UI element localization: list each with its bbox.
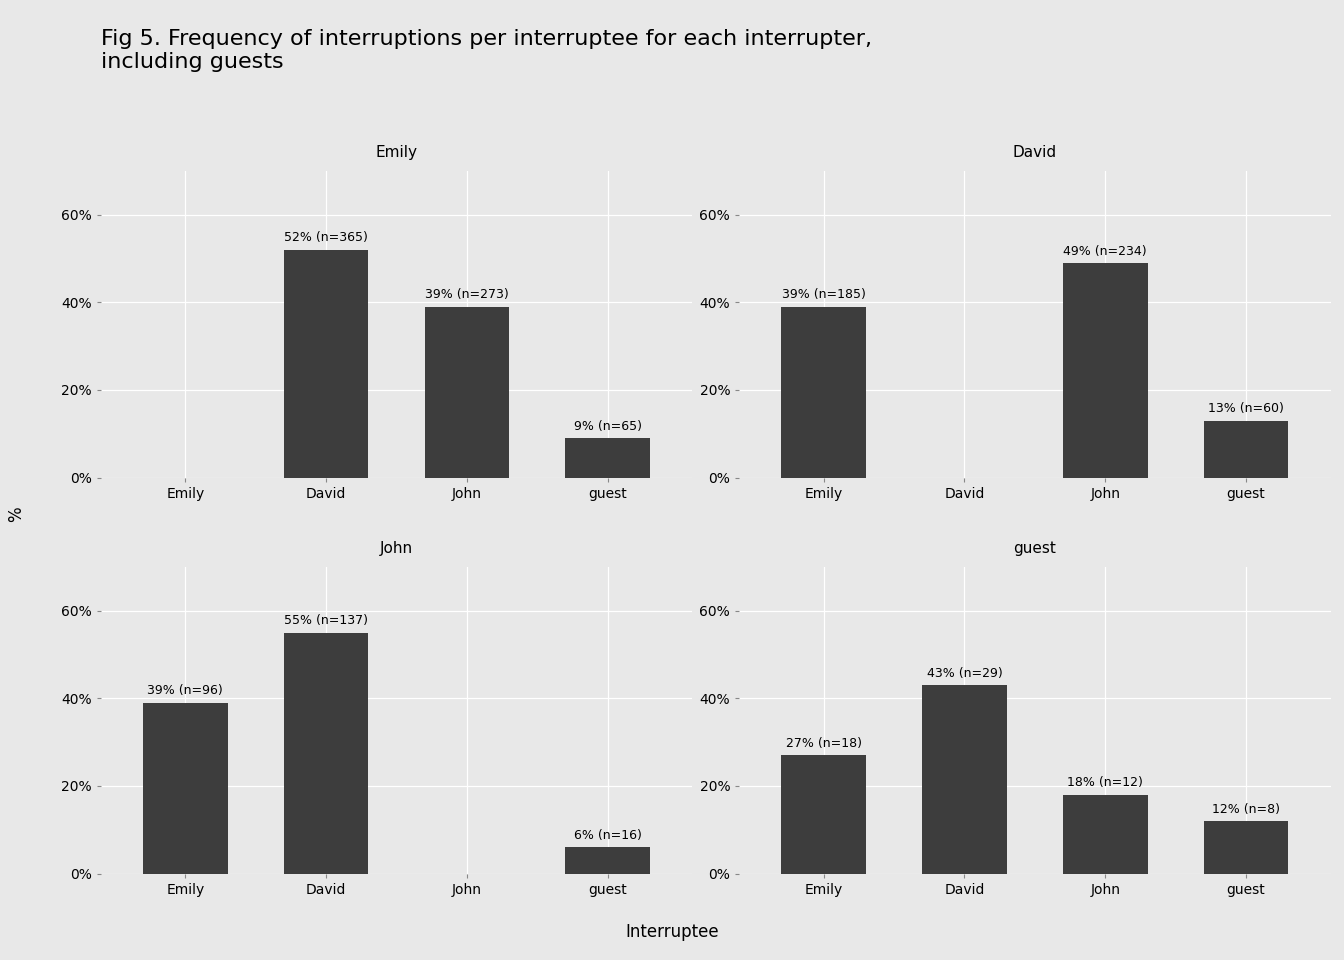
Bar: [1204, 821, 1289, 874]
Text: 39% (n=273): 39% (n=273): [425, 288, 509, 301]
Text: David: David: [1013, 145, 1056, 160]
Bar: [284, 633, 368, 874]
Text: 52% (n=365): 52% (n=365): [284, 231, 368, 245]
Text: 27% (n=18): 27% (n=18): [786, 737, 862, 750]
Bar: [1063, 795, 1148, 874]
Text: John: John: [380, 541, 413, 556]
Text: 39% (n=96): 39% (n=96): [148, 684, 223, 698]
Bar: [922, 685, 1007, 874]
Bar: [425, 306, 509, 478]
Bar: [566, 848, 650, 874]
Bar: [1063, 263, 1148, 478]
Text: Interruptee: Interruptee: [625, 923, 719, 941]
Bar: [1204, 420, 1289, 478]
Bar: [284, 250, 368, 478]
Text: Emily: Emily: [375, 145, 418, 160]
Text: 39% (n=185): 39% (n=185): [782, 288, 866, 301]
Text: 13% (n=60): 13% (n=60): [1208, 402, 1284, 416]
Bar: [566, 438, 650, 478]
Text: guest: guest: [1013, 541, 1056, 556]
Text: 6% (n=16): 6% (n=16): [574, 829, 641, 842]
Bar: [142, 703, 227, 874]
Text: 12% (n=8): 12% (n=8): [1212, 803, 1279, 816]
Text: Fig 5. Frequency of interruptions per interruptee for each interrupter,
includin: Fig 5. Frequency of interruptions per in…: [101, 29, 872, 72]
Bar: [781, 306, 866, 478]
Text: 55% (n=137): 55% (n=137): [284, 614, 368, 627]
Bar: [781, 756, 866, 874]
Text: 9% (n=65): 9% (n=65): [574, 420, 641, 433]
Text: 49% (n=234): 49% (n=234): [1063, 245, 1146, 257]
Text: %: %: [7, 506, 26, 522]
Text: 43% (n=29): 43% (n=29): [926, 667, 1003, 680]
Text: 18% (n=12): 18% (n=12): [1067, 777, 1144, 789]
